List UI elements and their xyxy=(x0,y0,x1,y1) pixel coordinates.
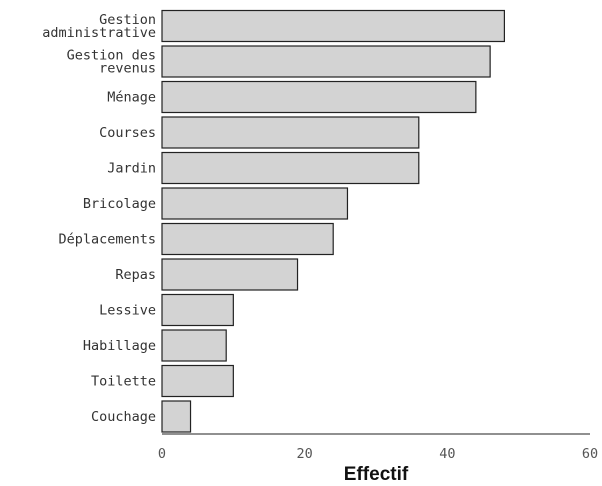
category-label-7: Déplacements xyxy=(58,232,156,248)
category-label-9: Lessive xyxy=(99,303,156,319)
bar-8 xyxy=(161,258,299,291)
category-label-3: Ménage xyxy=(107,90,156,106)
x-axis-ticks: 0 20 40 60 xyxy=(158,446,598,462)
bar-6 xyxy=(161,187,349,220)
x-tick-label-1: 0 xyxy=(158,446,166,462)
x-tick-label-2: 20 xyxy=(297,446,313,462)
x-tick-label-3: 40 xyxy=(439,446,455,462)
category-label-1: Gestion administrative xyxy=(42,12,156,41)
category-label-11: Toilette xyxy=(91,374,156,390)
bar-11 xyxy=(161,364,234,398)
category-label-12: Couchage xyxy=(91,409,156,425)
bar-12 xyxy=(161,400,192,433)
bar-4 xyxy=(161,116,420,149)
bar-1 xyxy=(161,9,505,43)
x-tick-label-4: 60 xyxy=(582,446,598,462)
category-label-6: Bricolage xyxy=(83,196,156,212)
bar-9 xyxy=(161,293,234,327)
x-axis-title: Effectif xyxy=(344,464,409,485)
bar-7 xyxy=(161,222,334,256)
category-label-5: Jardin xyxy=(107,161,156,177)
bars-group xyxy=(161,9,505,433)
bar-10 xyxy=(161,329,227,362)
bar-2 xyxy=(161,45,491,78)
category-labels: Gestion administrative Gestion des revenus M… xyxy=(42,12,156,425)
category-label-8: Repas xyxy=(115,267,156,283)
bar-5 xyxy=(161,151,420,185)
bar-3 xyxy=(161,80,477,114)
category-label-2: Gestion des revenus xyxy=(67,48,156,77)
category-label-10: Habillage xyxy=(83,338,156,354)
category-label-4: Courses xyxy=(99,125,156,141)
